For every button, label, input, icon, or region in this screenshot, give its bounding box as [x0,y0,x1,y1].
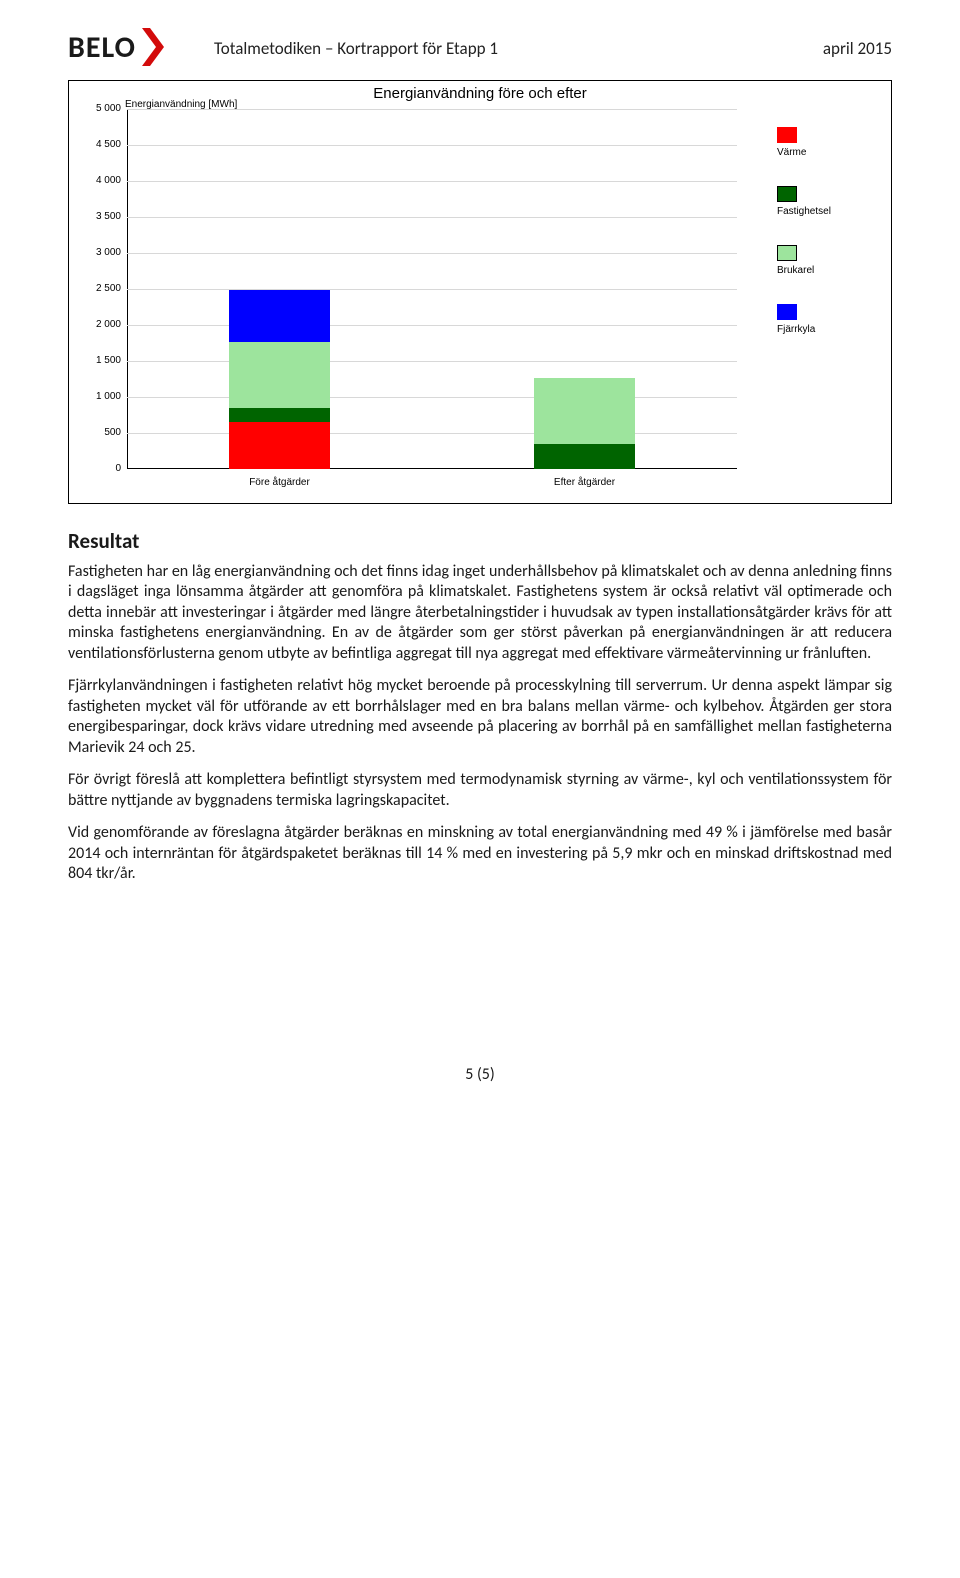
y-tick-label: 4 500 [75,139,121,150]
gridline [127,217,737,218]
x-tick-label: Efter åtgärder [554,477,615,488]
bar-group [229,109,330,469]
legend-label: Fjärrkyla [777,324,867,335]
y-tick-label: 1 500 [75,355,121,366]
bar-segment-brukarel [229,342,330,408]
report-title: Totalmetodiken – Kortrapport för Etapp 1 [214,38,805,59]
legend-label: Fastighetsel [777,206,867,217]
legend-item: Värme [777,127,867,158]
y-tick-label: 2 500 [75,283,121,294]
report-date: april 2015 [823,38,892,59]
y-tick-label: 0 [75,463,121,474]
y-tick-label: 3 000 [75,247,121,258]
page-header: BELO Totalmetodiken – Kortrapport för Et… [68,28,892,68]
gridline [127,397,737,398]
y-tick-label: 5 000 [75,103,121,114]
legend-swatch [777,245,797,261]
gridline [127,289,737,290]
bar-group [534,109,635,469]
legend-item: Fjärrkyla [777,304,867,335]
logo-chevron-icon [142,28,164,66]
legend-swatch [777,186,797,202]
gridline [127,109,737,110]
body-paragraph-3: För övrigt föreslå att komplettera befin… [68,770,892,811]
bar-segment-fastighetsel [534,444,635,469]
bar-segment-fjärrkyla [229,290,330,342]
energy-chart-frame: Energianvändning före och efter Energian… [68,80,892,504]
section-heading-resultat: Resultat [68,528,892,554]
gridline [127,433,737,434]
legend-swatch [777,304,797,320]
y-tick-label: 1 000 [75,391,121,402]
page-number: 5 (5) [68,1065,892,1084]
y-tick-label: 3 500 [75,211,121,222]
x-axis-line [127,468,737,469]
gridline [127,253,737,254]
gridline [127,361,737,362]
y-tick-label: 2 000 [75,319,121,330]
x-tick-label: Före åtgärder [249,477,310,488]
legend-swatch [777,127,797,143]
chart-title: Energianvändning före och efter [373,85,586,102]
plot-area [127,109,737,469]
bar-segment-värme [229,422,330,469]
body-paragraph-1: Fastigheten har en låg energianvändning … [68,562,892,664]
gridline [127,181,737,182]
gridline [127,145,737,146]
page: BELO Totalmetodiken – Kortrapport för Et… [0,0,960,1124]
legend-label: Brukarel [777,265,867,276]
chart-legend: Värme Fastighetsel Brukarel Fjärrkyla [777,127,867,363]
y-tick-label: 4 000 [75,175,121,186]
legend-label: Värme [777,147,867,158]
gridline [127,325,737,326]
body-paragraph-4: Vid genomförande av föreslagna åtgärder … [68,823,892,884]
logo-text: BELO [68,28,136,68]
y-tick-label: 500 [75,427,121,438]
bar-segment-fastighetsel [229,408,330,422]
legend-item: Brukarel [777,245,867,276]
legend-item: Fastighetsel [777,186,867,217]
bar-segment-brukarel [534,378,635,444]
logo: BELO [68,28,196,68]
energy-chart: Energianvändning före och efter Energian… [69,81,891,503]
body-paragraph-2: Fjärrkylanvändningen i fastigheten relat… [68,676,892,758]
